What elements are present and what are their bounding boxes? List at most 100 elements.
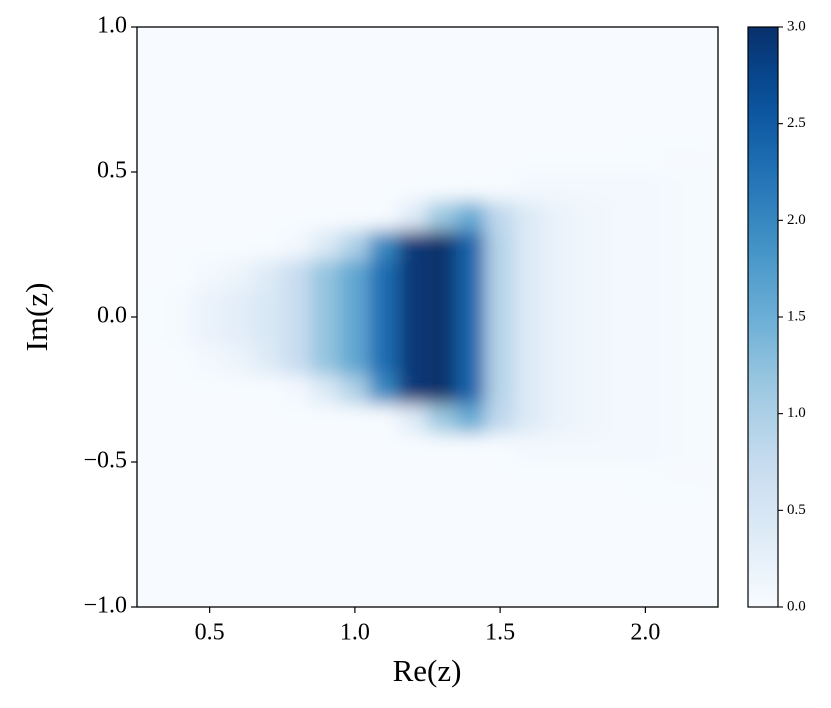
heatmap-cell <box>281 374 312 405</box>
heatmap-cell <box>137 84 167 115</box>
heatmap-cell <box>223 200 254 231</box>
heatmap-cell <box>194 113 225 144</box>
heatmap-cell <box>572 200 603 231</box>
heatmap-cell <box>514 316 545 347</box>
heatmap-cell <box>137 113 167 144</box>
heatmap-cell <box>427 432 458 463</box>
y-tick-label: −1.0 <box>83 593 127 619</box>
heatmap-cell <box>252 27 283 57</box>
heatmap-cell <box>397 403 428 434</box>
heatmap-cell <box>165 142 196 173</box>
heatmap-cell <box>281 84 312 115</box>
heatmap-cell <box>456 84 487 115</box>
heatmap-cell <box>368 55 399 86</box>
y-tick-label: 1.0 <box>97 13 127 39</box>
heatmap-cell <box>514 519 545 550</box>
heatmap-cell <box>310 461 341 492</box>
heatmap-cell <box>223 345 254 376</box>
colorbar-tick-label: 0.5 <box>787 502 806 518</box>
heatmap-cell <box>165 374 196 405</box>
heatmap-cell <box>137 171 167 202</box>
heatmap-cell <box>659 490 690 521</box>
heatmap-cell <box>630 316 661 347</box>
heatmap-cell <box>543 113 574 144</box>
heatmap-cell <box>514 258 545 289</box>
heatmap-cell <box>456 171 487 202</box>
heatmap-cell <box>543 374 574 405</box>
heatmap-cell <box>601 55 632 86</box>
heatmap-cell <box>310 229 341 260</box>
heatmap-cell <box>427 113 458 144</box>
heatmap-cell <box>543 548 574 579</box>
heatmap-cell <box>688 519 718 550</box>
heatmap-cell <box>601 490 632 521</box>
heatmap-cell <box>310 316 341 347</box>
x-tick-label: 0.5 <box>195 620 225 646</box>
heatmap-cell <box>223 84 254 115</box>
heatmap-cell <box>252 200 283 231</box>
heatmap-cell <box>688 490 718 521</box>
heatmap-cell <box>252 403 283 434</box>
heatmap-cell <box>514 171 545 202</box>
heatmap-cell <box>194 258 225 289</box>
heatmap-cell <box>397 316 428 347</box>
heatmap-cell <box>630 374 661 405</box>
heatmap-cell <box>485 345 516 376</box>
heatmap-cell <box>514 374 545 405</box>
heatmap-cell <box>485 548 516 579</box>
heatmap-cell <box>572 55 603 86</box>
heatmap-cell <box>339 113 370 144</box>
heatmap-cell <box>630 113 661 144</box>
heatmap-cell <box>397 490 428 521</box>
heatmap-cell <box>368 229 399 260</box>
heatmap-cell <box>252 345 283 376</box>
colorbar-tick-label: 1.0 <box>787 405 806 421</box>
heatmap-cell <box>252 229 283 260</box>
heatmap-cell <box>368 403 399 434</box>
heatmap-cell <box>397 142 428 173</box>
heatmap-cell <box>572 345 603 376</box>
heatmap-cell <box>688 200 718 231</box>
heatmap <box>137 27 718 607</box>
heatmap-cell <box>514 84 545 115</box>
heatmap-cell <box>165 316 196 347</box>
heatmap-cell <box>688 345 718 376</box>
heatmap-cell <box>630 519 661 550</box>
heatmap-cell <box>252 316 283 347</box>
heatmap-cell <box>281 316 312 347</box>
heatmap-cell <box>281 229 312 260</box>
heatmap-cell <box>630 229 661 260</box>
heatmap-cell <box>310 142 341 173</box>
heatmap-cell <box>659 403 690 434</box>
heatmap-cell <box>601 27 632 57</box>
heatmap-cell <box>485 374 516 405</box>
heatmap-cell <box>397 229 428 260</box>
heatmap-cell <box>485 27 516 57</box>
heatmap-cell <box>427 258 458 289</box>
heatmap-cell <box>514 55 545 86</box>
heatmap-cell <box>137 200 167 231</box>
heatmap-cell <box>194 27 225 57</box>
heatmap-cell <box>514 345 545 376</box>
heatmap-cell <box>137 142 167 173</box>
heatmap-cell <box>543 258 574 289</box>
heatmap-cell <box>572 287 603 318</box>
heatmap-cell <box>543 287 574 318</box>
heatmap-cell <box>252 258 283 289</box>
heatmap-cell <box>485 113 516 144</box>
heatmap-cell <box>456 519 487 550</box>
heatmap-cell <box>485 229 516 260</box>
heatmap-cell <box>339 287 370 318</box>
heatmap-cell <box>630 287 661 318</box>
heatmap-cell <box>137 345 167 376</box>
heatmap-cell <box>630 84 661 115</box>
heatmap-cell <box>688 142 718 173</box>
heatmap-cell <box>572 577 603 607</box>
heatmap-cell <box>397 519 428 550</box>
heatmap-cell <box>194 229 225 260</box>
heatmap-cell <box>194 142 225 173</box>
heatmap-cell <box>137 287 167 318</box>
heatmap-cell <box>514 577 545 607</box>
heatmap-cell <box>543 229 574 260</box>
heatmap-cell <box>427 200 458 231</box>
